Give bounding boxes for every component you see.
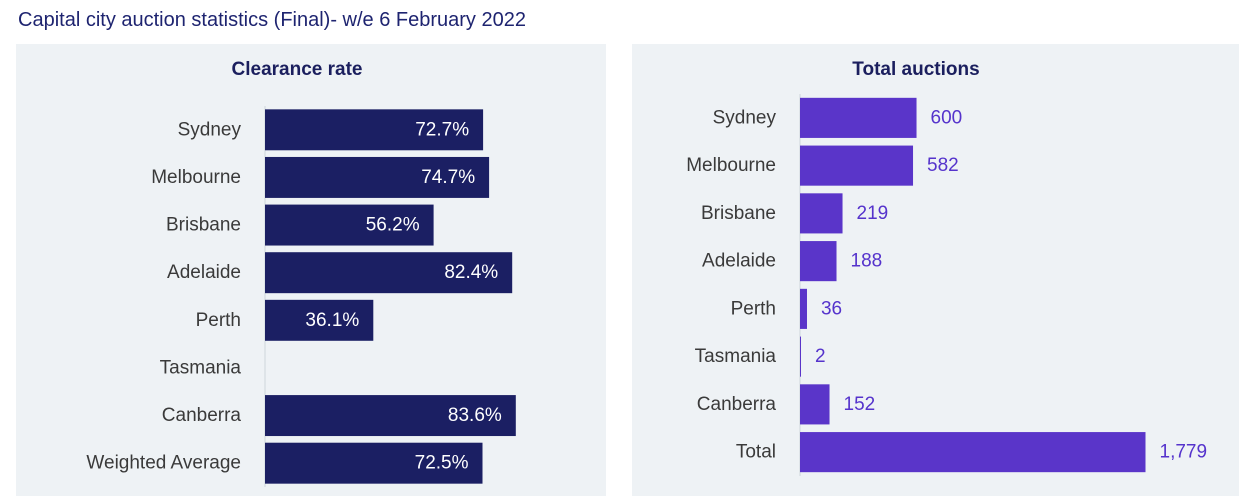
clearance-category-perth: Perth	[196, 310, 241, 331]
auctions-chart-title: Total auctions	[852, 59, 979, 80]
auctions-bar-melbourne	[800, 145, 914, 186]
auctions-value-melbourne: 582	[927, 155, 959, 176]
clearance-category-brisbane: Brisbane	[166, 215, 241, 236]
clearance-chart-title: Clearance rate	[232, 59, 363, 80]
clearance-value-canberra: 83.6%	[448, 405, 502, 426]
auctions-value-sydney: 600	[931, 107, 963, 128]
page-title: Capital city auction statistics (Final)-…	[18, 9, 526, 31]
auctions-bar-adelaide	[800, 241, 837, 282]
auctions-category-total: Total	[736, 442, 776, 463]
clearance-category-melbourne: Melbourne	[151, 167, 241, 188]
clearance-bar-sydney	[265, 109, 484, 151]
auctions-bar-perth	[800, 288, 807, 329]
auctions-bar-brisbane	[800, 193, 843, 234]
clearance-bar-weighted-average	[265, 442, 483, 484]
auctions-category-brisbane: Brisbane	[701, 203, 776, 224]
auctions-category-canberra: Canberra	[697, 394, 777, 415]
clearance-bar-adelaide	[265, 252, 513, 294]
auctions-category-adelaide: Adelaide	[702, 251, 776, 272]
clearance-rate-panel: Clearance rate Sydney 72.7% Melbourne 74.7% B…	[16, 44, 606, 496]
auctions-value-brisbane: 219	[857, 203, 889, 224]
clearance-category-sydney: Sydney	[178, 119, 242, 140]
clearance-value-adelaide: 82.4%	[444, 262, 498, 283]
clearance-bar-canberra	[265, 395, 516, 437]
clearance-category-canberra: Canberra	[162, 405, 242, 426]
clearance-category-adelaide: Adelaide	[167, 262, 241, 283]
clearance-value-brisbane: 56.2%	[366, 215, 420, 236]
clearance-value-weighted-average: 72.5%	[415, 453, 469, 474]
clearance-value-melbourne: 74.7%	[421, 167, 475, 188]
auctions-value-adelaide: 188	[851, 251, 883, 272]
clearance-bar-melbourne	[265, 156, 490, 198]
auctions-category-melbourne: Melbourne	[686, 155, 776, 176]
auctions-value-perth: 36	[821, 298, 842, 319]
auctions-bar-canberra	[800, 384, 830, 425]
auctions-category-tasmania: Tasmania	[695, 346, 777, 367]
auctions-category-sydney: Sydney	[713, 107, 777, 128]
auctions-value-total: 1,779	[1160, 442, 1208, 463]
clearance-value-perth: 36.1%	[305, 310, 359, 331]
clearance-bar-brisbane	[265, 204, 434, 246]
auctions-category-perth: Perth	[731, 298, 776, 319]
auctions-bar-total	[800, 432, 1146, 473]
clearance-rate-chart: Clearance rate Sydney 72.7% Melbourne 74.7% B…	[86, 59, 516, 487]
auctions-bar-tasmania	[800, 336, 801, 377]
auctions-value-canberra: 152	[844, 394, 876, 415]
total-auctions-chart: Total auctions Sydney 600 Melbourne 582 Brisb…	[686, 59, 1208, 476]
auctions-bar-sydney	[800, 97, 917, 138]
clearance-category-tasmania: Tasmania	[160, 357, 242, 378]
clearance-bar-perth	[265, 299, 374, 341]
total-auctions-panel: Total auctions Sydney 600 Melbourne 582 Brisb…	[632, 44, 1239, 496]
clearance-category-weighted-average: Weighted Average	[86, 453, 241, 474]
auctions-value-tasmania: 2	[815, 346, 826, 367]
clearance-value-sydney: 72.7%	[415, 119, 469, 140]
